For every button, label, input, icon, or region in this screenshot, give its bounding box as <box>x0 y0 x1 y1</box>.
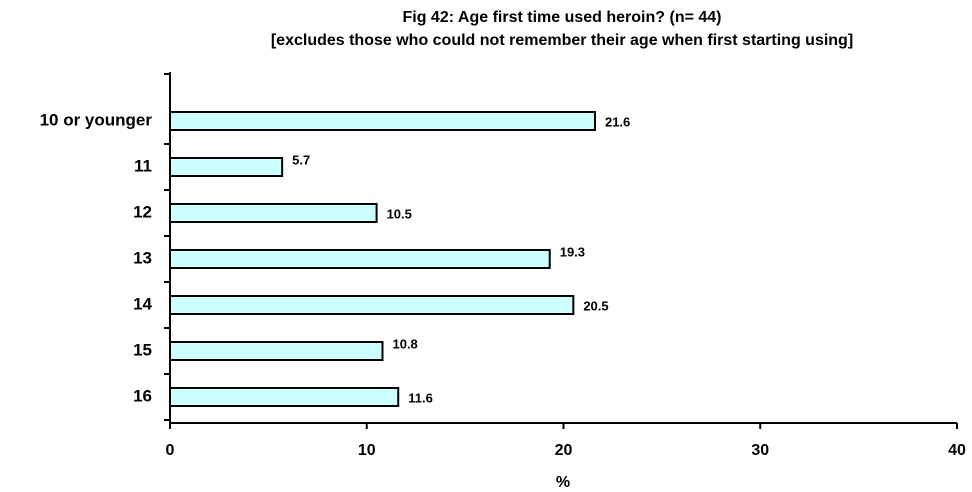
bar <box>169 157 284 177</box>
x-tick-label: 0 <box>166 442 175 459</box>
value-label: 11.6 <box>408 390 433 405</box>
bar <box>169 341 384 361</box>
y-tick-label: 16 <box>133 386 152 405</box>
bar <box>169 249 551 269</box>
y-tick-label: 12 <box>133 202 152 221</box>
x-axis-label: % <box>556 474 570 491</box>
value-label: 21.6 <box>605 114 630 129</box>
value-label: 10.5 <box>387 206 412 221</box>
value-label: 10.8 <box>392 336 417 351</box>
bar <box>169 203 378 223</box>
y-tick-label: 14 <box>133 294 152 313</box>
value-label: 5.7 <box>292 152 310 167</box>
y-tick-label: 11 <box>134 156 152 175</box>
x-tick-label: 30 <box>751 442 769 459</box>
y-tick-label: 15 <box>133 340 152 359</box>
bar <box>169 387 400 407</box>
x-tick-label: 10 <box>358 442 376 459</box>
bar <box>169 295 575 315</box>
value-label: 20.5 <box>583 298 608 313</box>
chart-title: Fig 42: Age first time used heroin? (n= … <box>402 9 721 26</box>
y-tick-label: 13 <box>133 248 152 267</box>
value-label: 19.3 <box>560 244 585 259</box>
bar <box>169 111 596 131</box>
y-tick-label: 10 or younger <box>40 110 153 129</box>
x-tick-label: 20 <box>555 442 573 459</box>
chart-subtitle: [excludes those who could not remember t… <box>271 32 853 49</box>
x-tick-label: 40 <box>948 442 966 459</box>
